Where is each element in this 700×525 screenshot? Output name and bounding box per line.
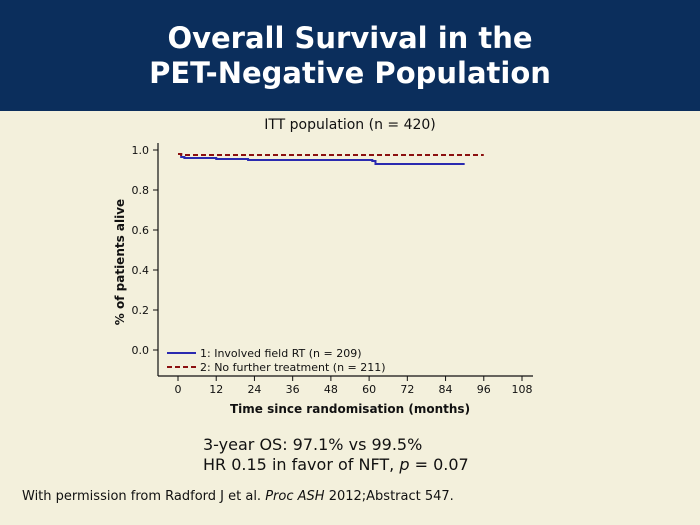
x-tick-label: 24 bbox=[247, 383, 261, 396]
series-line-2 bbox=[178, 153, 484, 156]
x-tick-label: 36 bbox=[286, 383, 300, 396]
x-tick-label: 48 bbox=[324, 383, 338, 396]
slide-header: Overall Survival in the PET-Negative Pop… bbox=[0, 0, 700, 111]
y-tick-label: 0.8 bbox=[132, 184, 150, 197]
x-axis-label: Time since randomisation (months) bbox=[230, 402, 470, 416]
y-axis-label: % of patients alive bbox=[113, 199, 127, 325]
slide-title-line-1: Overall Survival in the bbox=[167, 20, 533, 55]
stats-block: 3-year OS: 97.1% vs 99.5% HR 0.15 in fav… bbox=[203, 435, 469, 475]
y-tick-label: 0.2 bbox=[132, 304, 150, 317]
legend-label-2: 2: No further treatment (n = 211) bbox=[200, 361, 386, 374]
series-line-1 bbox=[178, 153, 465, 165]
y-tick-label: 1.0 bbox=[132, 144, 150, 157]
x-tick-label: 72 bbox=[400, 383, 414, 396]
stats-hr-suffix: = 0.07 bbox=[414, 455, 469, 474]
x-tick-label: 96 bbox=[477, 383, 491, 396]
footnote: With permission from Radford J et al. Pr… bbox=[22, 489, 454, 504]
y-tick-label: 0.4 bbox=[132, 264, 150, 277]
x-tick-label: 108 bbox=[512, 383, 533, 396]
footnote-prefix: With permission from Radford J et al. bbox=[22, 489, 262, 504]
chart-title: ITT population (n = 420) bbox=[264, 117, 436, 133]
stats-os: 3-year OS: 97.1% vs 99.5% bbox=[203, 435, 423, 454]
legend-label-1: 1: Involved field RT (n = 209) bbox=[200, 347, 362, 360]
x-tick-label: 84 bbox=[439, 383, 453, 396]
footnote-journal: Proc ASH bbox=[265, 489, 325, 504]
x-tick-label: 60 bbox=[362, 383, 376, 396]
y-tick-label: 0.6 bbox=[132, 224, 150, 237]
slide-title-line-2: PET-Negative Population bbox=[149, 55, 551, 90]
y-tick-label: 0.0 bbox=[132, 344, 150, 357]
x-tick-label: 0 bbox=[175, 383, 182, 396]
stats-hr: HR 0.15 in favor of NFT, p = 0.07 bbox=[203, 455, 469, 475]
x-tick-label: 12 bbox=[209, 383, 223, 396]
stats-hr-prefix: HR 0.15 in favor of NFT, bbox=[203, 455, 395, 474]
stats-hr-p: p bbox=[399, 455, 410, 474]
footnote-suffix: 2012;Abstract 547. bbox=[328, 489, 454, 504]
